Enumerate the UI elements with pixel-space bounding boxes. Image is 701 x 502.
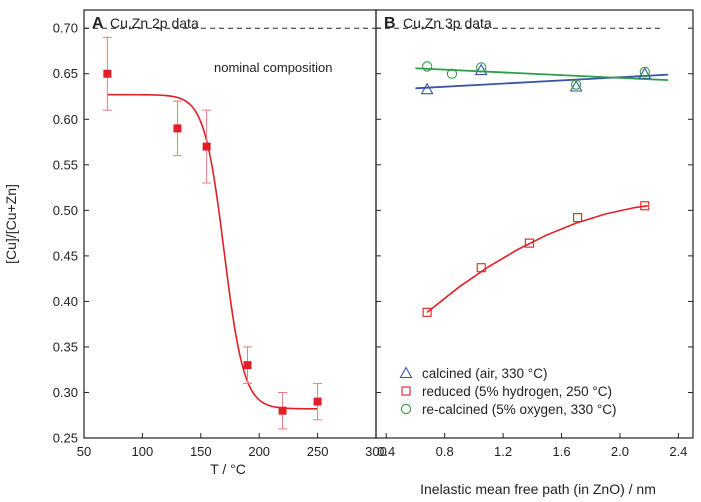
panel-a-data-points: [102, 36, 323, 430]
data-point: [474, 63, 488, 76]
data-point: [243, 361, 252, 370]
x-tick-label: 150: [190, 444, 212, 459]
data-point: [313, 397, 322, 406]
panel-a-letter: A: [92, 15, 104, 32]
data-point: [573, 213, 583, 223]
fit-curve: [426, 204, 648, 313]
x-tick-label: 50: [77, 444, 91, 459]
data-point: [421, 61, 433, 72]
data-point: [103, 69, 112, 78]
legend-label: reduced (5% hydrogen, 250 °C): [422, 384, 612, 399]
x-tick-label: 300: [365, 444, 387, 459]
x-tick-label: 2.0: [611, 444, 629, 459]
data-point: [569, 79, 583, 92]
y-axis-title: [Cu]/[Cu+Zn]: [3, 184, 19, 264]
x-tick-label: 1.2: [494, 444, 512, 459]
x-tick-label: 2.4: [669, 444, 687, 459]
data-point: [638, 67, 652, 79]
data-point: [399, 366, 413, 379]
x-tick-label: 1.6: [552, 444, 570, 459]
fit-line: [415, 67, 669, 82]
x-tick-label: 0.4: [377, 444, 395, 459]
panel-b-y-ticks: [376, 27, 693, 439]
y-tick-label: 0.35: [53, 339, 78, 354]
data-point: [640, 201, 650, 211]
data-point: [400, 403, 412, 415]
legend-label: calcined (air, 330 °C): [422, 366, 547, 381]
y-tick-label: 0.30: [53, 385, 78, 400]
panel-b-x-axis-title: Inelastic mean free path (in ZnO) / nm: [420, 481, 656, 497]
y-tick-label: 0.70: [53, 21, 78, 36]
data-point: [173, 124, 182, 133]
data-point: [476, 62, 487, 73]
panel-a: A Cu,Zn 2p data 0.25 0.30 0.35 0.40 0.45 0.50…: [3, 9, 387, 477]
data-point: [639, 66, 650, 78]
panel-b-frame: [375, 9, 694, 439]
panel-b-x-axis: 0.4 0.8 1.2 1.6 2.0 2.4: [377, 433, 687, 459]
y-tick-label: 0.60: [53, 112, 78, 127]
x-tick-label: 0.8: [436, 444, 454, 459]
data-point: [446, 68, 458, 79]
y-tick-label: 0.50: [53, 203, 78, 218]
panel-b-data-points: [420, 61, 652, 317]
fit-line: [415, 73, 669, 90]
y-tick-label: 0.45: [53, 248, 78, 263]
y-tick-label: 0.55: [53, 157, 78, 172]
y-tick-label: 0.40: [53, 294, 78, 309]
panel-a-sigmoid-fit: [107, 93, 318, 410]
data-point: [476, 263, 486, 273]
data-point: [278, 406, 287, 415]
x-tick-label: 200: [248, 444, 270, 459]
y-tick-label: 0.25: [53, 431, 78, 446]
panel-b: B Cu,Zn 3p data 0.4 0.8 1.2 1.6 2.0 2.4 calci…: [375, 9, 694, 497]
nominal-composition-label: nominal composition: [214, 60, 333, 75]
data-point: [420, 82, 434, 95]
legend: calcined (air, 330 °C) reduced (5% hydrog…: [399, 366, 617, 417]
data-point: [570, 79, 582, 90]
y-tick-label: 0.65: [53, 66, 78, 81]
x-tick-label: 100: [132, 444, 154, 459]
data-point: [401, 386, 411, 396]
data-point: [202, 142, 211, 151]
panel-a-x-axis-title: T / °C: [210, 461, 246, 477]
data-point: [524, 238, 534, 248]
panel-a-title: Cu,Zn 2p data: [110, 15, 199, 31]
panel-b-title: Cu,Zn 3p data: [403, 15, 492, 31]
panel-b-letter: B: [384, 15, 396, 32]
x-tick-label: 250: [307, 444, 329, 459]
panel-b-fit-lines: [415, 67, 669, 313]
data-point: [422, 307, 432, 317]
legend-label: re-calcined (5% oxygen, 330 °C): [422, 402, 617, 417]
panel-a-y-axis: 0.25 0.30 0.35 0.40 0.45 0.50 0.55 0.60 0.65 0.70: [53, 21, 89, 446]
panel-a-x-axis: 50 100 150 200 250 300: [77, 433, 387, 459]
